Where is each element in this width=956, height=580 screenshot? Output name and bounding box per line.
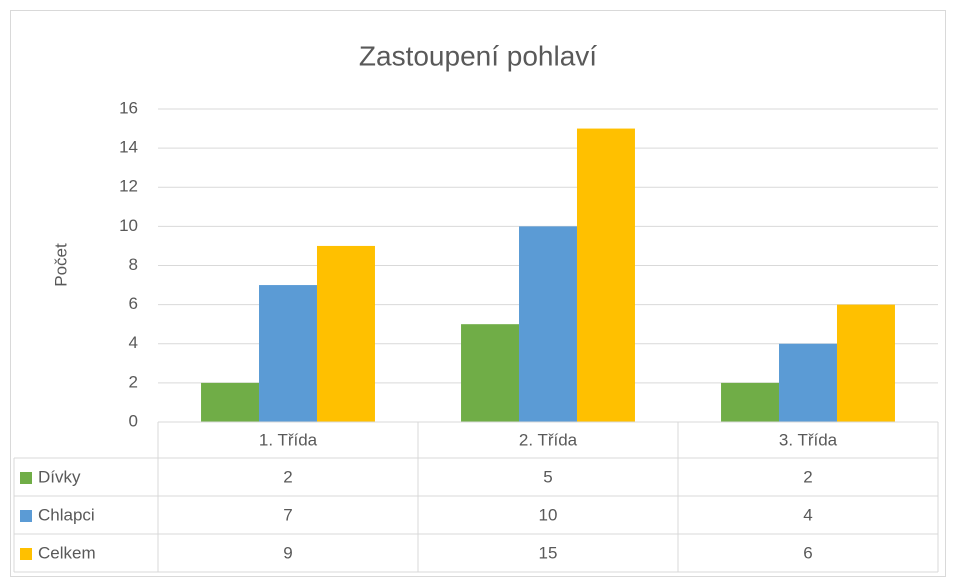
y-tick-label: 12 (119, 177, 138, 196)
y-tick-label: 16 (119, 98, 138, 117)
table-value: 2 (283, 467, 292, 486)
chart-border (10, 10, 946, 577)
chart-title: Zastoupení pohlaví (359, 40, 597, 71)
y-tick-label: 10 (119, 216, 138, 235)
legend-swatch (20, 510, 32, 522)
y-tick-label: 6 (129, 294, 138, 313)
table-value: 10 (539, 505, 558, 524)
y-tick-label: 0 (129, 411, 138, 430)
legend-label: Chlapci (38, 505, 95, 524)
bar (576, 128, 635, 422)
y-tick-label: 8 (129, 255, 138, 274)
bar (316, 245, 375, 422)
y-axis-label: Počet (51, 243, 70, 287)
legend-swatch (20, 548, 32, 560)
y-tick-label: 2 (129, 372, 138, 391)
y-tick-label: 4 (129, 333, 138, 352)
bar (836, 304, 895, 422)
legend-label: Dívky (38, 467, 81, 486)
bar (201, 382, 260, 422)
bar (721, 382, 780, 422)
table-value: 7 (283, 505, 292, 524)
table-value: 6 (803, 543, 812, 562)
x-tick-label: 3. Třída (779, 430, 838, 449)
x-tick-label: 1. Třída (259, 430, 318, 449)
y-tick-label: 14 (119, 138, 138, 157)
table-value: 5 (543, 467, 552, 486)
x-tick-label: 2. Třída (519, 430, 578, 449)
table-value: 15 (539, 543, 558, 562)
table-value: 2 (803, 467, 812, 486)
legend-label: Celkem (38, 543, 96, 562)
legend-swatch (20, 472, 32, 484)
bar (259, 285, 317, 422)
bar (779, 343, 837, 422)
table-value: 4 (803, 505, 812, 524)
bar (461, 324, 520, 422)
table-value: 9 (283, 543, 292, 562)
bar (519, 226, 577, 422)
